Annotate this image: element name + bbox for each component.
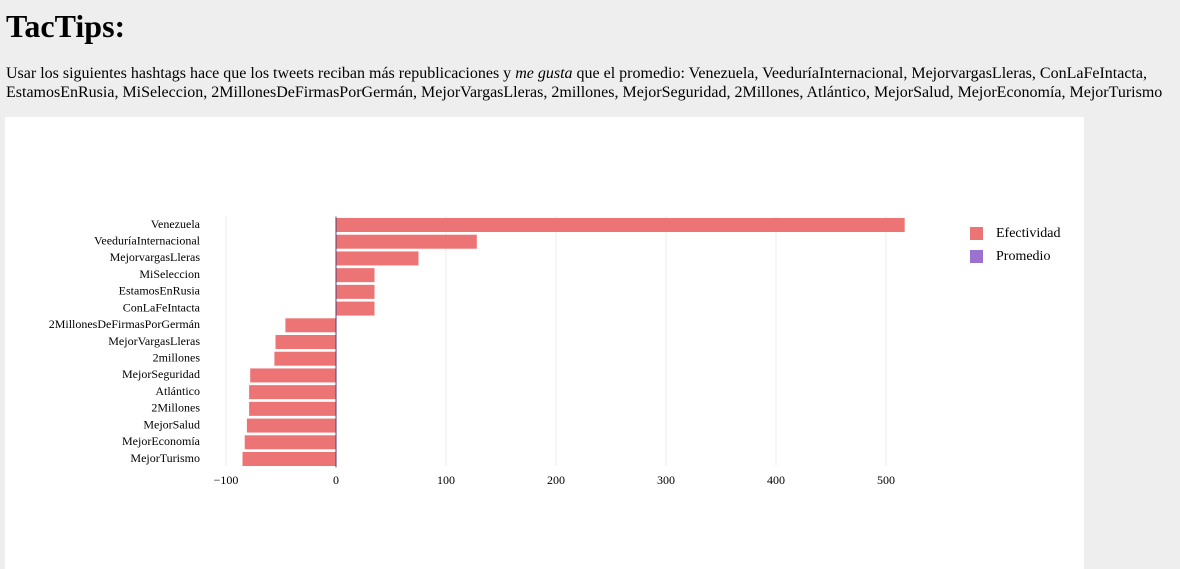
y-tick-label: MejorEconomía: [122, 434, 201, 448]
y-tick-label: 2Millones: [151, 401, 200, 415]
bar: [335, 316, 337, 334]
bar: [246, 418, 336, 433]
x-tick-label: 500: [877, 473, 895, 487]
bar: [335, 383, 337, 401]
bar: [335, 367, 337, 384]
bar: [335, 450, 337, 468]
y-tick-label: 2MillonesDeFirmasPorGermán: [49, 317, 200, 331]
bar: [335, 400, 337, 418]
bar: [336, 234, 477, 249]
bar: [335, 300, 337, 317]
x-tick-label: 200: [547, 473, 565, 487]
bar: [336, 301, 375, 316]
bar: [335, 266, 337, 284]
bar: [335, 283, 337, 301]
x-tick-label: 400: [767, 473, 785, 487]
y-tick-label: 2millones: [153, 350, 201, 364]
bar: [336, 284, 375, 299]
y-tick-label: MejorVargasLleras: [108, 334, 200, 348]
y-tick-label: Atlántico: [155, 384, 200, 398]
x-tick-label: −100: [214, 473, 239, 487]
legend-swatch: [970, 227, 983, 240]
bar: [249, 385, 336, 400]
y-tick-label: MejorSalud: [143, 417, 200, 431]
bar: [244, 435, 336, 450]
legend-swatch: [970, 250, 983, 263]
bar: [336, 268, 375, 283]
y-tick-label: Venezuela: [151, 217, 201, 231]
y-tick-label: MejorSeguridad: [122, 367, 200, 381]
bar: [335, 350, 337, 368]
description: Usar los siguientes hashtags hace que lo…: [6, 64, 1176, 102]
legend-label: Promedio: [996, 249, 1050, 264]
y-tick-label: ConLaFeIntacta: [123, 300, 201, 314]
bar: [335, 433, 337, 451]
x-tick-label: 100: [437, 473, 455, 487]
y-tick-label: MiSeleccion: [139, 267, 200, 281]
bar: [335, 333, 337, 351]
x-tick-label: 0: [333, 473, 339, 487]
bar: [335, 417, 337, 434]
x-tick-label: 300: [657, 473, 675, 487]
legend-label: Efectividad: [996, 226, 1061, 241]
y-tick-label: VeeduríaInternacional: [94, 233, 201, 247]
bar: [242, 452, 336, 466]
bar: [250, 368, 336, 383]
bar: [335, 216, 337, 234]
bar: [275, 335, 336, 349]
y-tick-label: MejorTurismo: [130, 451, 200, 465]
description-emphasis: me gusta: [515, 65, 573, 82]
page-title: TacTips:: [6, 8, 126, 44]
bar: [335, 233, 337, 251]
bar: [336, 218, 905, 232]
y-tick-label: MejorvargasLleras: [110, 250, 201, 264]
y-tick-label: EstamosEnRusia: [119, 284, 201, 298]
bar: [335, 250, 337, 267]
description-text: que el promedio: Venezuela, VeeduríaInte…: [6, 65, 1163, 101]
bar: [274, 351, 336, 366]
bar: [285, 318, 336, 333]
bar: [336, 251, 419, 266]
bar: [249, 401, 336, 416]
description-text: Usar los siguientes hashtags hace que lo…: [6, 65, 516, 82]
chart: −100 0 100 200 300 400 500 Venezuela VeeduríaInt…: [5, 117, 1084, 569]
